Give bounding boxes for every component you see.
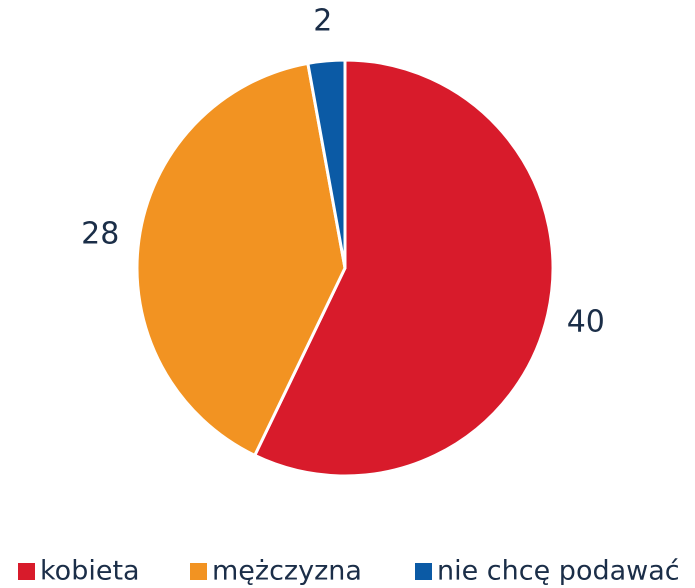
pie-slice [135, 61, 347, 457]
data-label: 2 [313, 3, 332, 38]
pie-slice [253, 58, 555, 478]
pie-slice [306, 58, 347, 270]
data-label: 40 [567, 304, 605, 339]
legend-label: nie chcę podawać [437, 556, 680, 587]
legend-swatch [415, 563, 432, 580]
legend-label: kobieta [40, 556, 140, 587]
legend-swatch [18, 563, 35, 580]
legend-swatch [190, 563, 207, 580]
data-label: 28 [81, 216, 119, 251]
legend-label: mężczyzna [212, 556, 362, 587]
